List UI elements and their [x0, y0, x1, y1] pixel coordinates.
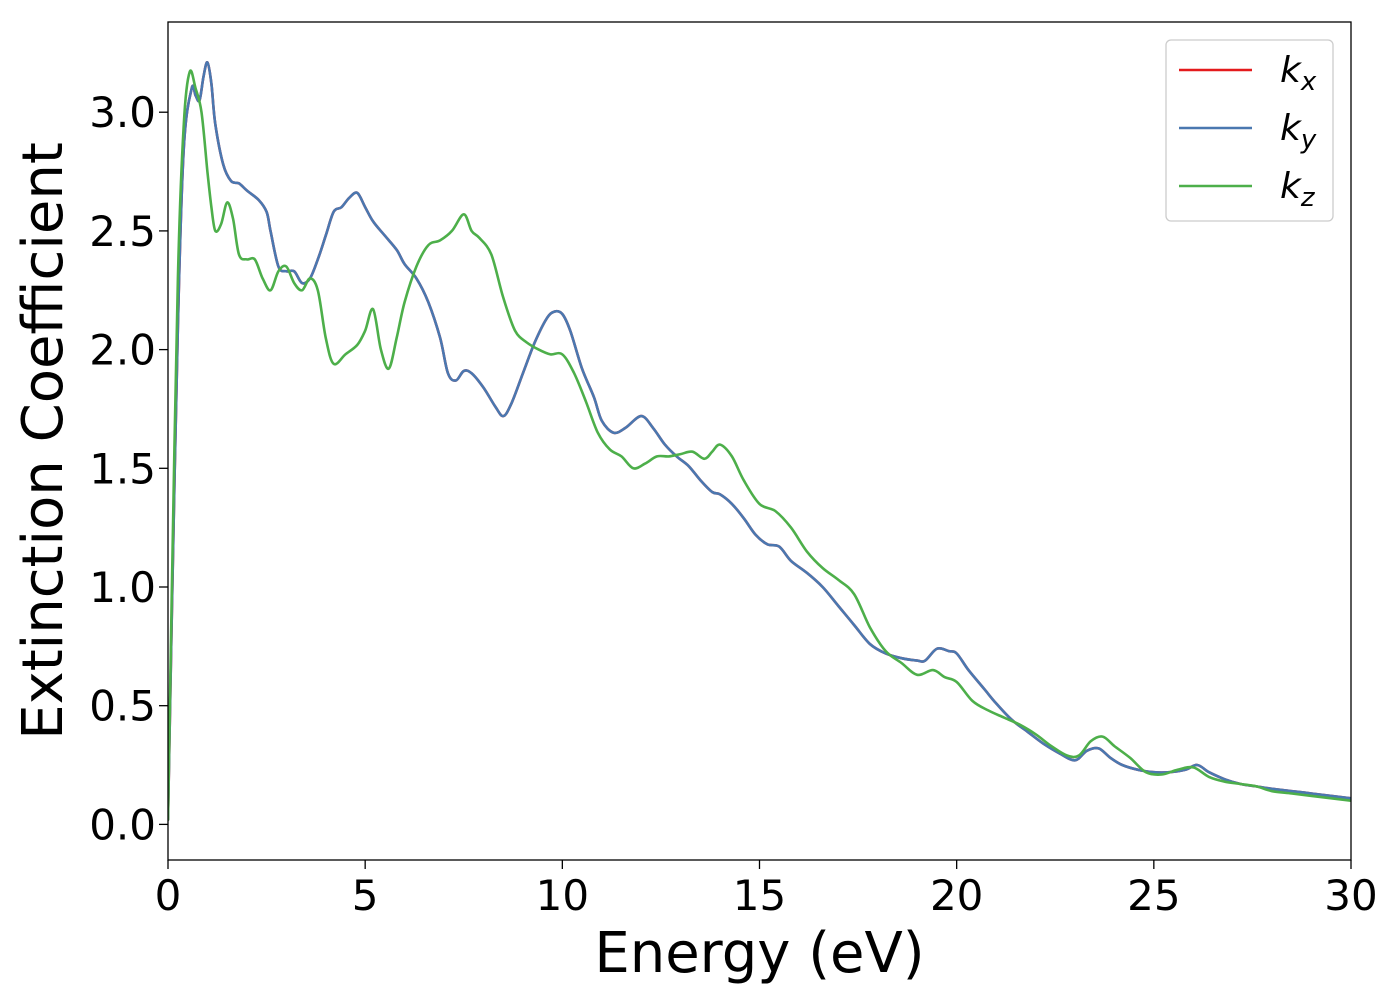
y-tick-label: 3.0 — [89, 88, 156, 137]
y-tick-label: 1.0 — [89, 563, 156, 612]
y-tick-label: 2.0 — [89, 326, 156, 375]
legend-label-kx: kx — [1280, 50, 1317, 97]
x-axis: 0 5 10 15 20 25 30 — [155, 860, 1378, 920]
y-tick-label: 2.5 — [89, 207, 156, 256]
legend-box — [1165, 39, 1334, 222]
series-line-ky — [168, 61, 1351, 821]
x-tick-label: 0 — [155, 871, 182, 920]
x-tick-label: 10 — [536, 871, 589, 920]
x-axis-title: Energy (eV) — [594, 921, 924, 986]
x-tick-label: 20 — [930, 871, 983, 920]
x-tick-label: 30 — [1324, 871, 1377, 920]
y-axis-title: Extinction Coefficient — [11, 142, 76, 740]
y-tick-label: 0.0 — [89, 800, 156, 849]
legend-label-kz: kz — [1280, 166, 1316, 213]
y-tick-label: 1.5 — [89, 444, 156, 493]
x-tick-label: 15 — [733, 871, 786, 920]
plot-lines — [168, 61, 1351, 821]
x-tick-label: 5 — [352, 871, 379, 920]
y-axis: 0.0 0.5 1.0 1.5 2.0 2.5 3.0 — [89, 88, 168, 849]
x-tick-label: 25 — [1127, 871, 1180, 920]
y-tick-label: 0.5 — [89, 682, 156, 731]
legend: kx ky kz — [1165, 39, 1334, 222]
legend-label-ky: ky — [1280, 108, 1317, 155]
series-line-kz — [168, 69, 1351, 821]
